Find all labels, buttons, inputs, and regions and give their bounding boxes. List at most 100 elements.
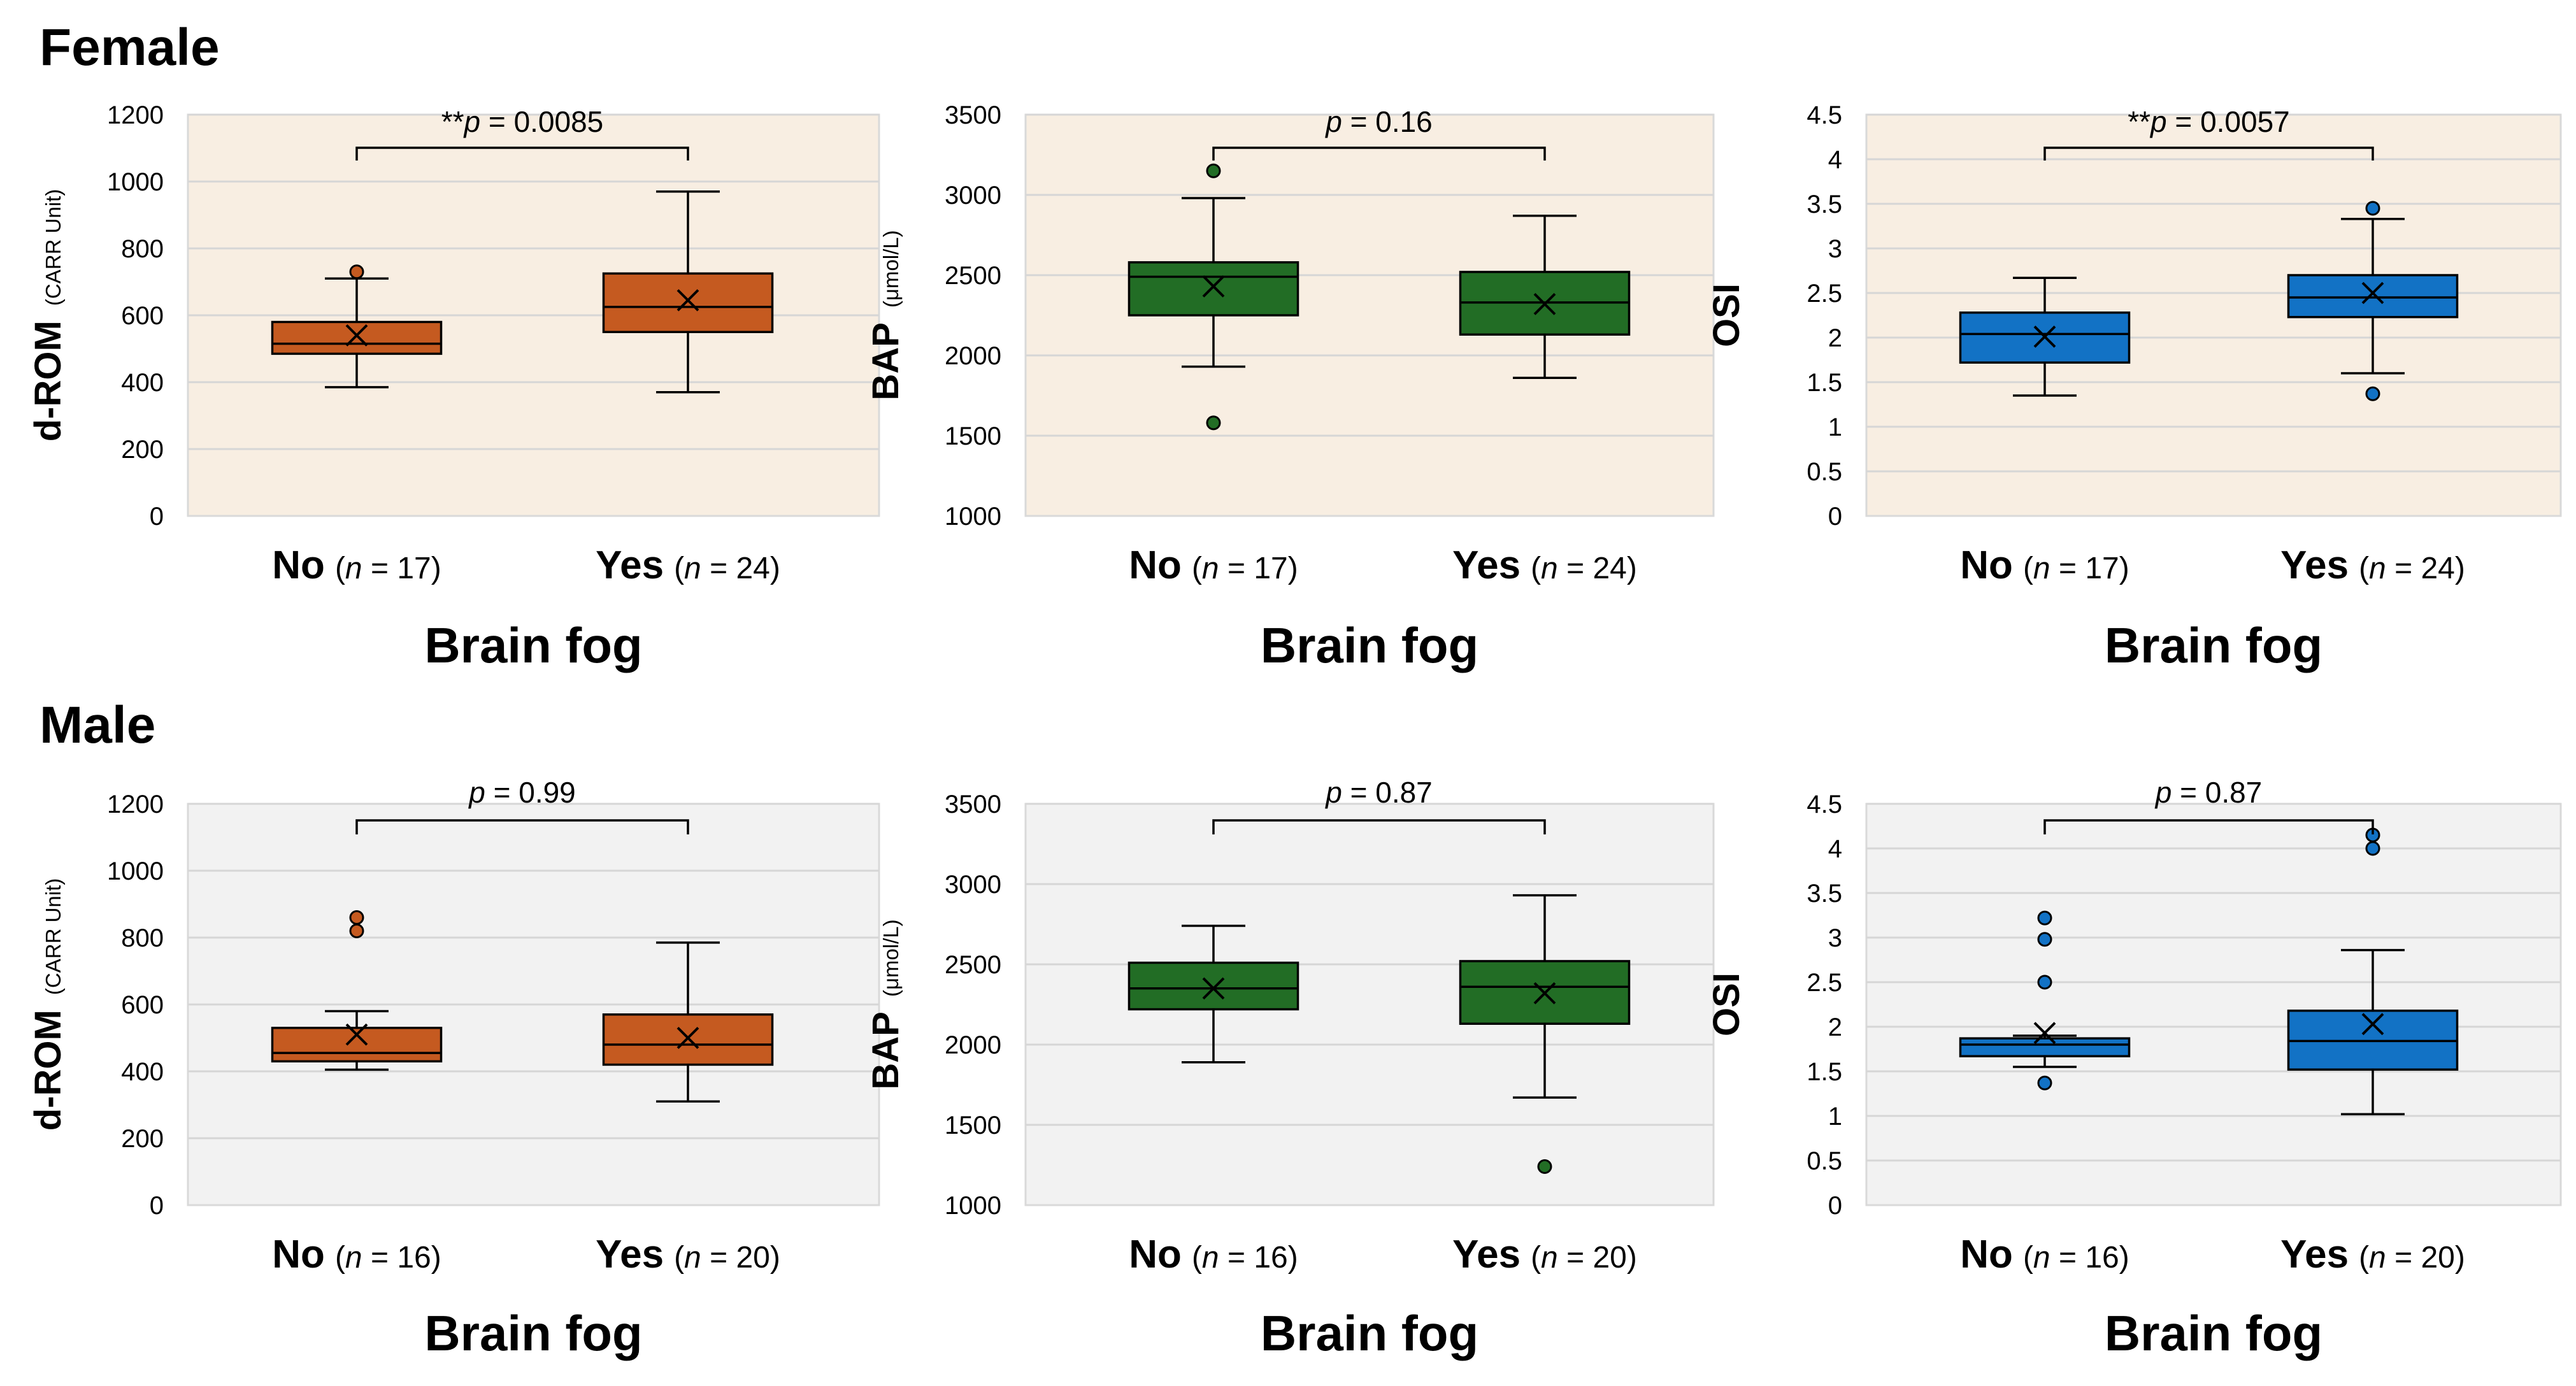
y-tick-label: 1000 <box>107 168 164 196</box>
category-n-label: n <box>684 552 701 585</box>
chart-female-drom: 0 200 400 600 800 1000 1200 d-ROM (CARR Unit) No… <box>27 101 880 673</box>
outlier-point <box>2365 201 2380 216</box>
category-label: No (n = 16) <box>272 1232 441 1276</box>
outlier-point <box>349 910 364 925</box>
category-n-value: = 20) <box>701 1241 780 1275</box>
y-tick-label: 600 <box>121 991 164 1019</box>
category-n-open: ( <box>674 552 684 585</box>
y-tick-label: 0 <box>1828 503 1842 531</box>
category-n-open: ( <box>1192 1241 1202 1275</box>
outlier-point <box>2365 386 2380 401</box>
y-tick-label: 1000 <box>945 1192 1001 1220</box>
category-label: Yes (n = 20) <box>596 1232 780 1276</box>
significance-stars: ** <box>2128 105 2150 138</box>
box-group-no <box>271 264 443 389</box>
p-symbol: p <box>1324 105 1342 138</box>
y-tick-label: 1000 <box>945 503 1001 531</box>
x-axis-title: Brain fog <box>1261 617 1478 673</box>
category-label: No (n = 16) <box>1129 1232 1298 1276</box>
y-tick-label: 3 <box>1828 235 1842 263</box>
category-name: No <box>272 543 325 587</box>
p-symbol: p <box>2149 105 2167 138</box>
x-axis-title: Brain fog <box>2105 1305 2322 1361</box>
category-n-value: = 17) <box>362 552 441 585</box>
mean-marker <box>345 1023 368 1046</box>
y-tick-label: 1000 <box>107 857 164 885</box>
outlier-point <box>2037 932 2052 947</box>
iqr-box <box>1127 961 1299 1011</box>
y-axis-label: OSI <box>1706 973 1747 1036</box>
outlier-point <box>349 264 364 280</box>
significance-bracket <box>2043 819 2374 834</box>
y-tick-label: 1500 <box>945 422 1001 450</box>
category-n-value: = 16) <box>362 1241 441 1275</box>
x-axis-title: Brain fog <box>2105 617 2322 673</box>
mean-marker-stroke <box>1202 275 1225 298</box>
y-tick-label: 2.5 <box>1807 280 1842 308</box>
y-tick-label: 400 <box>121 1058 164 1086</box>
iqr-box <box>271 320 443 355</box>
y-tick-label: 2 <box>1828 1013 1842 1041</box>
iqr-box <box>1127 261 1299 317</box>
mean-marker-stroke <box>676 1027 699 1049</box>
mean-marker <box>676 289 699 311</box>
y-tick-label: 3.5 <box>1807 190 1842 218</box>
mean-marker <box>345 324 368 346</box>
category-name: Yes <box>596 543 664 587</box>
category-n-label: n <box>1541 552 1558 585</box>
y-tick-label: 4.5 <box>1807 790 1842 818</box>
category-n-value: = 16) <box>2050 1241 2129 1275</box>
category-n-label: n <box>1541 1241 1558 1275</box>
y-tick-label: 1500 <box>945 1111 1001 1140</box>
mean-marker-stroke <box>2361 1013 2384 1036</box>
category-name: Yes <box>2280 1232 2349 1276</box>
mean-marker-stroke <box>1533 292 1556 315</box>
outlier-point <box>2037 975 2052 990</box>
category-n-label: n <box>345 552 362 585</box>
category-n-label: n <box>2033 1241 2050 1275</box>
y-tick-label: 1200 <box>107 790 164 818</box>
y-tick-label: 1.5 <box>1807 369 1842 397</box>
mean-marker <box>1202 977 1225 1000</box>
y-axis-label-main: OSI <box>1706 283 1747 347</box>
box-group-yes <box>602 190 774 394</box>
y-tick-label: 3000 <box>945 871 1001 899</box>
p-value: = 0.87 <box>1342 776 1433 809</box>
significance-bracket <box>1212 146 1546 161</box>
mean-marker <box>676 1027 699 1049</box>
significance-bracket <box>355 146 689 161</box>
category-n-label: n <box>2369 552 2386 585</box>
y-tick-label: 2000 <box>945 342 1001 370</box>
y-tick-label: 3000 <box>945 182 1001 210</box>
category-n-value: = 24) <box>701 552 780 585</box>
significance-bracket <box>1212 819 1546 834</box>
p-symbol: p <box>463 105 481 138</box>
y-tick-label: 4 <box>1828 146 1842 174</box>
y-axis-label-unit: (μmol/L) <box>879 919 903 1003</box>
y-tick-label: 400 <box>121 369 164 397</box>
y-axis-label: BAP (μmol/L) <box>865 919 906 1089</box>
category-label: Yes (n = 20) <box>1452 1232 1637 1276</box>
box-group-no <box>271 910 443 1071</box>
category-n-label: n <box>2033 552 2050 585</box>
category-n-value: = 24) <box>1558 552 1637 585</box>
mean-marker-stroke <box>1202 977 1225 1000</box>
y-axis-label-main: BAP <box>865 1011 906 1089</box>
category-label: Yes (n = 20) <box>2280 1232 2465 1276</box>
iqr-box <box>602 272 774 333</box>
y-tick-label: 600 <box>121 302 164 330</box>
mean-marker <box>2361 1013 2384 1036</box>
y-axis-label-unit: (CARR Unit) <box>41 878 65 1001</box>
category-n-open: ( <box>1192 552 1202 585</box>
y-tick-label: 2500 <box>945 262 1001 290</box>
category-n-open: ( <box>2023 552 2033 585</box>
p-symbol: p <box>468 776 485 809</box>
category-n-open: ( <box>2023 1241 2033 1275</box>
y-tick-label: 2000 <box>945 1031 1001 1059</box>
category-n-open: ( <box>1531 1241 1541 1275</box>
category-label: No (n = 16) <box>1960 1232 2129 1276</box>
